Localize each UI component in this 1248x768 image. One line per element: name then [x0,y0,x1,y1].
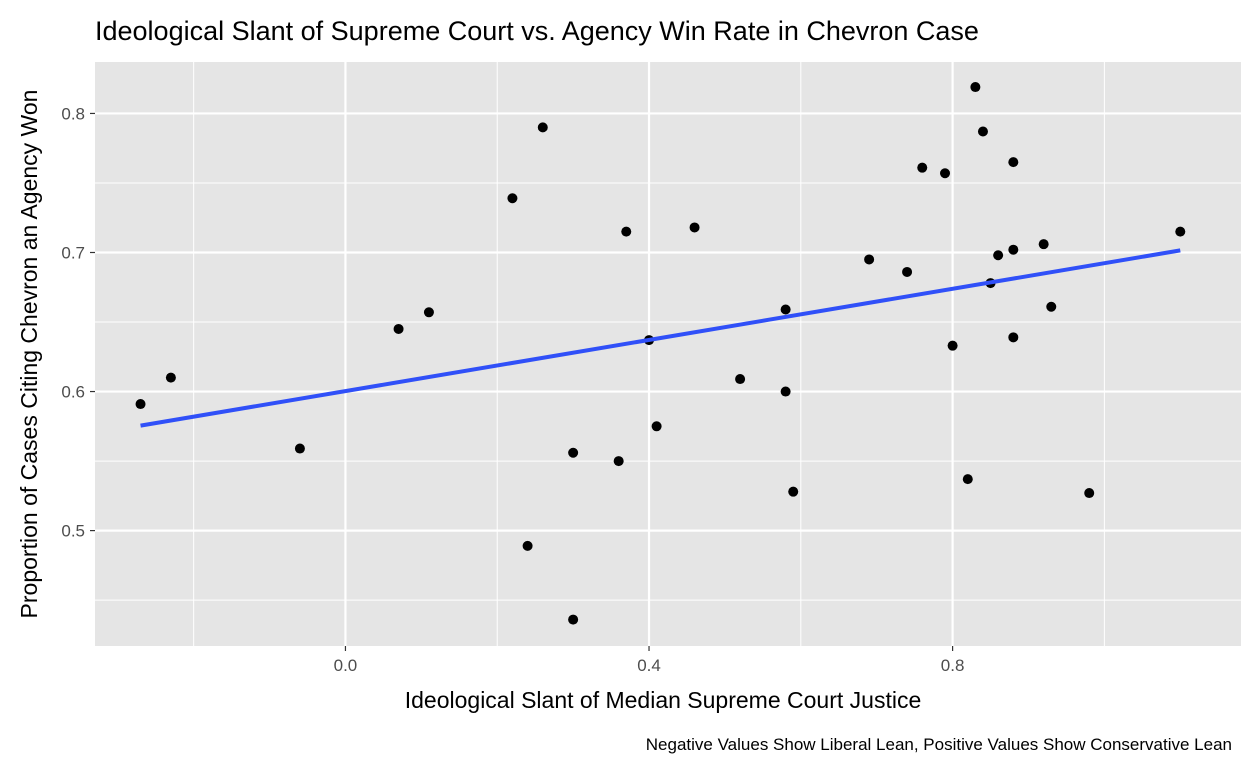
minor-gridlines [95,62,1241,646]
data-point [917,162,928,173]
x-tick-label: 0.8 [941,656,965,675]
data-point [947,340,958,351]
data-point [522,540,533,551]
data-point [568,447,579,458]
data-point [780,304,791,315]
data-point [651,421,662,432]
data-point [423,307,434,318]
data-point [1175,226,1186,237]
data-points [135,82,1186,625]
y-tick-label: 0.8 [61,104,85,123]
data-point [1008,332,1019,343]
y-tick-label: 0.7 [61,243,85,262]
data-point [780,386,791,397]
data-point [788,486,799,497]
data-point [621,226,632,237]
chart-title: Ideological Slant of Supreme Court vs. A… [95,16,979,46]
data-point [977,126,988,137]
data-point [902,266,913,277]
data-point [165,372,176,383]
y-tick-label: 0.5 [61,522,85,541]
data-point [962,474,973,485]
data-point [1008,157,1019,168]
data-point [864,254,875,265]
major-gridlines [95,62,1241,646]
plot-panel [95,62,1241,646]
chart-caption: Negative Values Show Liberal Lean, Posit… [646,735,1232,754]
y-axis-ticks: 0.5 0.6 0.7 0.8 [61,104,95,541]
data-point [689,222,700,233]
data-point [970,82,981,93]
data-point [568,614,579,625]
data-point [1046,301,1057,312]
trend-line [140,248,1181,428]
x-axis-title: Ideological Slant of Median Supreme Cour… [405,687,922,713]
y-axis-title: Proportion of Cases Citing Chevron an Ag… [16,90,42,619]
data-point [1038,239,1049,250]
data-point [735,374,746,385]
x-axis-ticks: 0.0 0.4 0.8 [334,646,965,675]
data-point [1008,244,1019,255]
data-point [537,122,548,133]
x-tick-label: 0.0 [334,656,358,675]
data-point [940,168,951,179]
y-tick-label: 0.6 [61,383,85,402]
x-tick-label: 0.4 [637,656,661,675]
data-point [294,443,305,454]
data-point [135,399,146,410]
data-point [1084,488,1095,499]
data-point [393,323,404,334]
data-point [613,456,624,467]
data-point [507,193,518,204]
data-point [993,250,1004,261]
